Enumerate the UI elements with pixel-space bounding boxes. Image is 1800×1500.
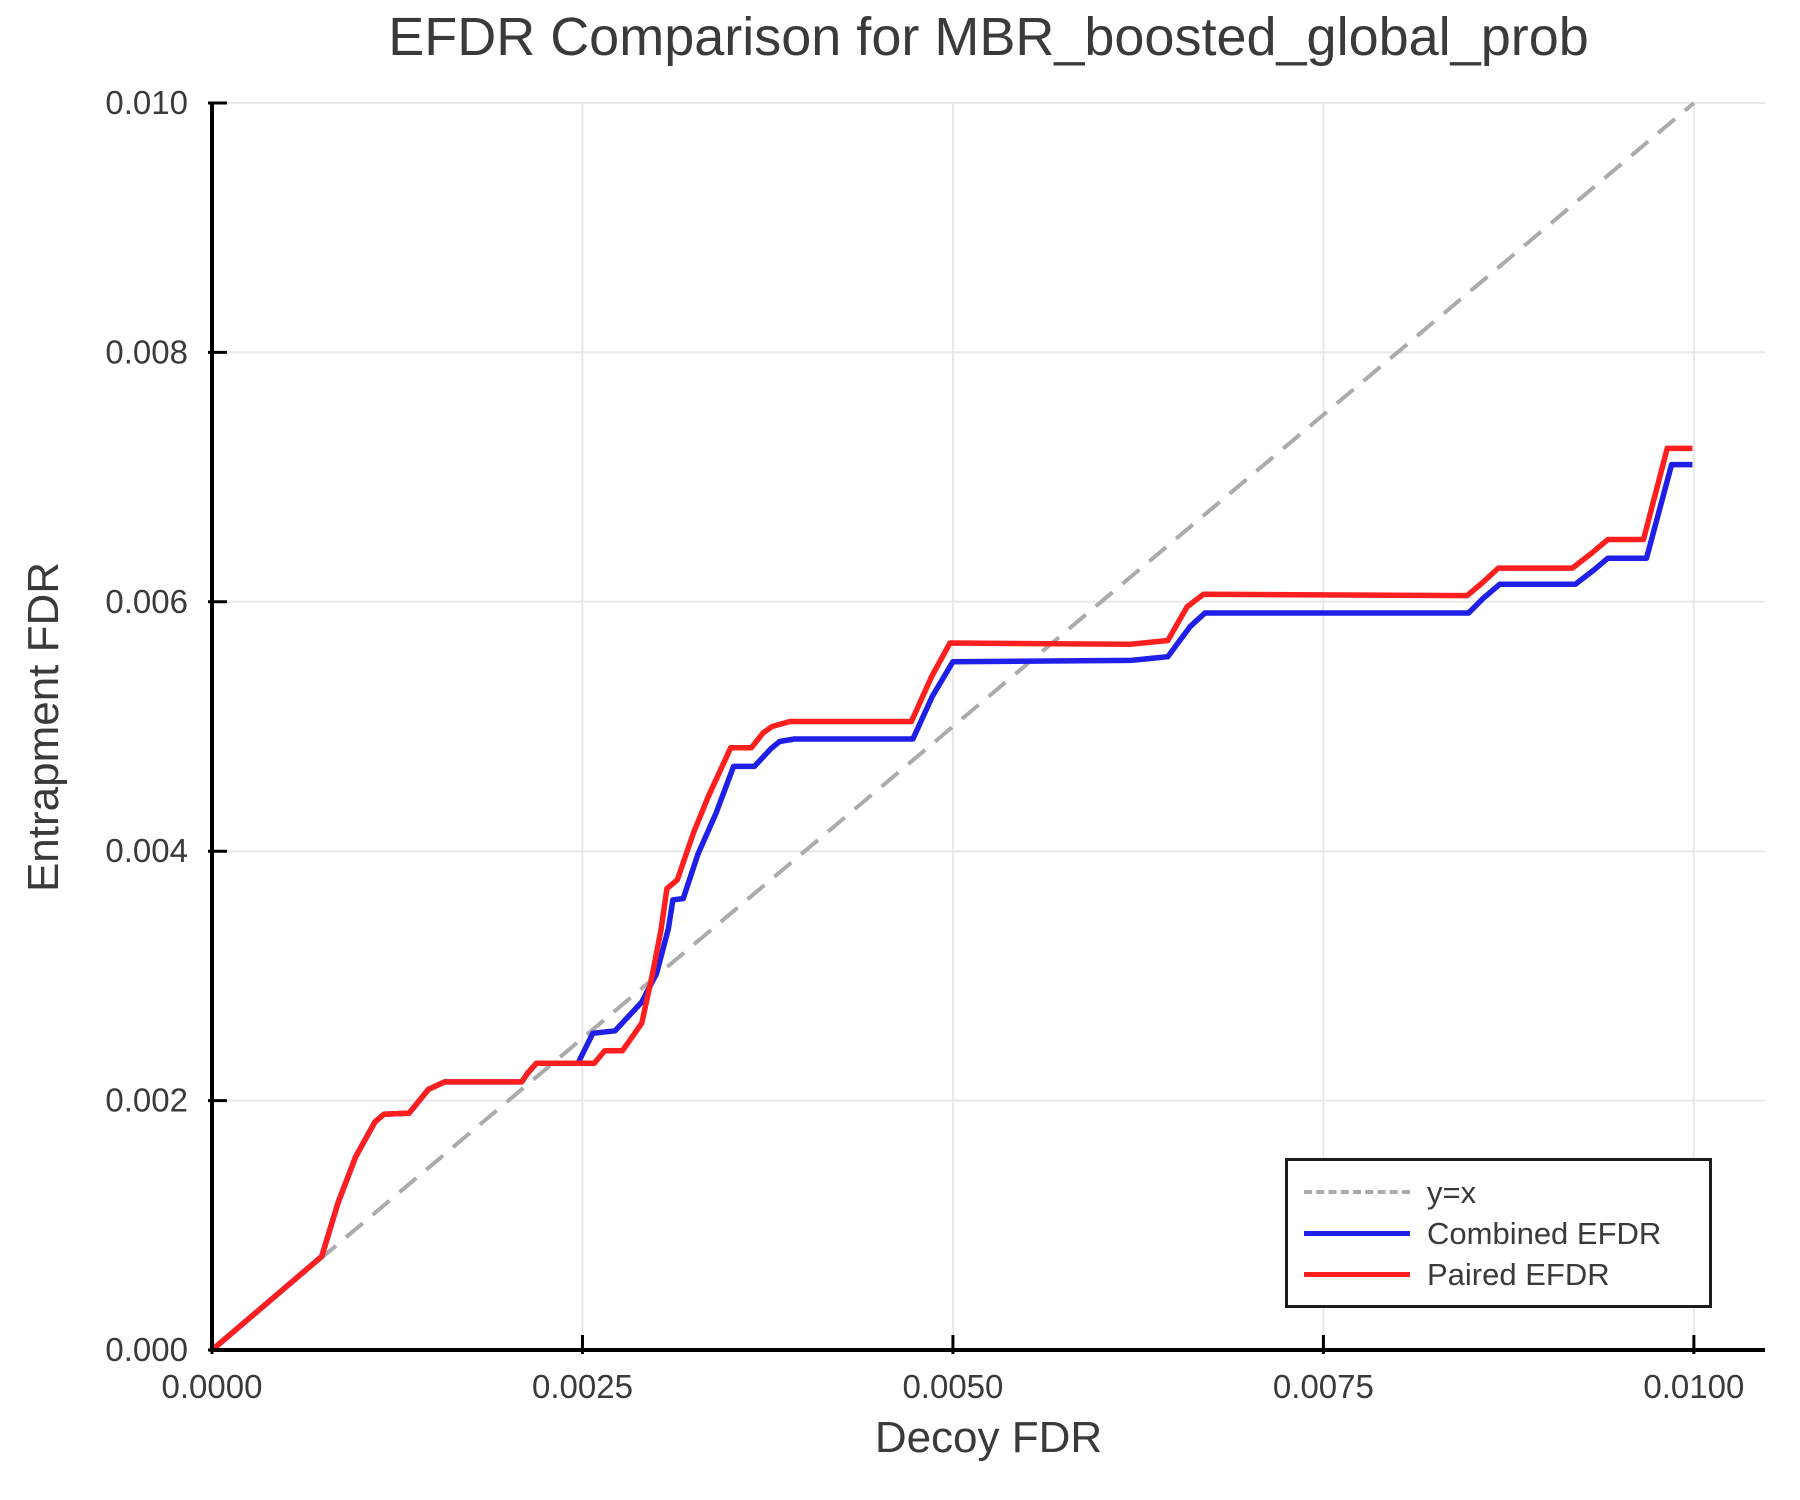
y-tick-label: 0.006 <box>105 583 188 620</box>
axis-ticks <box>208 101 1696 1354</box>
paired-efdr-line <box>210 445 1693 1353</box>
x-tick-label: 0.0000 <box>162 1368 263 1405</box>
legend-label-yx: y=x <box>1427 1174 1477 1210</box>
x-tick-label: 0.0050 <box>902 1368 1003 1405</box>
legend-label-combined-efdr: Combined EFDR <box>1427 1215 1662 1251</box>
yx-reference-line <box>210 101 1696 1352</box>
y-tick-label: 0.010 <box>105 84 188 121</box>
legend-item-paired-efdr: Paired EFDR <box>1304 1256 1709 1293</box>
legend-label-paired-efdr: Paired EFDR <box>1427 1256 1610 1292</box>
x-tick-label: 0.0100 <box>1643 1368 1744 1405</box>
y-tick-label: 0.002 <box>105 1082 188 1119</box>
legend-item-combined-efdr: Combined EFDR <box>1304 1215 1709 1252</box>
tick-labels: 0.0000 0.0025 0.0050 0.0075 0.0100 0.000 0.002… <box>105 84 1744 1405</box>
x-axis-label: Decoy FDR <box>874 1413 1103 1462</box>
y-tick-label: 0.008 <box>105 333 188 370</box>
y-tick-label: 0.000 <box>105 1331 188 1368</box>
combined-efdr-line-swatch <box>1304 1230 1410 1236</box>
gridlines <box>211 102 1765 1351</box>
legend-item-yx: y=x <box>1304 1174 1709 1211</box>
x-tick-label: 0.0025 <box>532 1368 633 1405</box>
paired-efdr-line-swatch <box>1304 1271 1410 1277</box>
y-axis-label: Entrapment FDR <box>19 561 68 893</box>
axis-spines <box>210 103 1765 1352</box>
chart-title: EFDR Comparison for MBR_boosted_global_p… <box>388 7 1589 67</box>
x-tick-label: 0.0075 <box>1273 1368 1374 1405</box>
yx-dashed-line-swatch <box>1304 1190 1410 1194</box>
legend: y=x Combined EFDR Paired EFDR <box>1285 1158 1712 1308</box>
y-tick-label: 0.004 <box>105 832 188 869</box>
